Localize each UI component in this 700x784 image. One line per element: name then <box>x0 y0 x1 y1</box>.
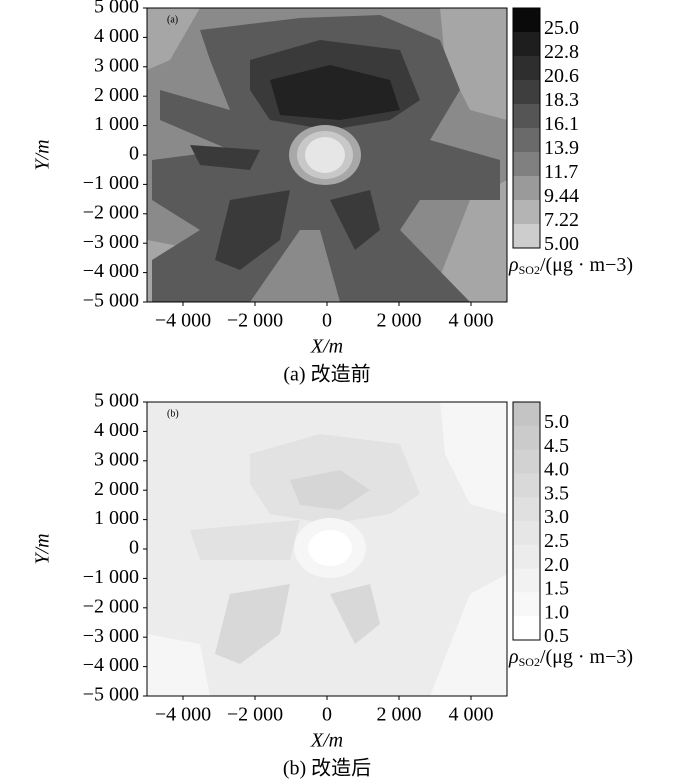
y-tick-label: −1 000 <box>83 172 139 194</box>
colorbar-band <box>513 425 540 451</box>
y-tick-label: −3 000 <box>83 625 139 647</box>
colorbar-tick-label: 1.0 <box>544 601 569 623</box>
panel-label: (a) <box>167 14 178 25</box>
colorbar-label: ρSO2/(μg · m−3) <box>508 646 633 669</box>
contour-field <box>147 402 507 696</box>
colorbar-tick-label: 1.5 <box>544 578 569 600</box>
y-tick-label: 0 <box>129 143 139 165</box>
x-tick-label: −2 000 <box>227 704 283 726</box>
colorbar-tick-label: 3.5 <box>544 482 569 504</box>
colorbar-band <box>513 32 540 57</box>
colorbar-tick-label: 7.22 <box>544 209 579 231</box>
y-tick-label: 1 000 <box>94 113 139 135</box>
x-tick-label: 4 000 <box>449 310 494 332</box>
caption: (b) 改造后 <box>283 757 371 780</box>
colorbar-band <box>513 544 540 570</box>
y-tick-label: −2 000 <box>83 201 139 223</box>
y-tick-label: 2 000 <box>94 478 139 500</box>
y-tick-label: −1 000 <box>83 566 139 588</box>
colorbar-tick-label: 2.5 <box>544 530 569 552</box>
colorbar-subscript: SO2 <box>519 263 540 277</box>
y-tick-label: 2 000 <box>94 84 139 106</box>
colorbar-frame <box>512 7 541 249</box>
y-tick-label: 3 000 <box>94 448 139 470</box>
colorbar-frame <box>512 401 541 641</box>
colorbar-tick-label: 20.6 <box>544 65 579 87</box>
y-tick-label: −4 000 <box>83 260 139 282</box>
y-axis-label: Y/m <box>32 533 54 564</box>
colorbar-unit: /(μg · m−3) <box>540 254 633 276</box>
colorbar-tick-label: 5.0 <box>544 411 569 433</box>
y-tick-label: −4 000 <box>83 654 139 676</box>
x-axis-label: X/m <box>310 336 343 358</box>
y-tick-label: 4 000 <box>94 25 139 47</box>
colorbar-band <box>513 104 540 129</box>
colorbar-band <box>513 449 540 474</box>
colorbar-band <box>513 497 540 522</box>
colorbar-band <box>513 176 540 201</box>
colorbar-band <box>513 200 540 225</box>
panel-label: (b) <box>167 408 179 419</box>
x-tick-label: 2 000 <box>377 310 422 332</box>
x-tick-label: 0 <box>322 310 332 332</box>
colorbar-band <box>513 152 540 177</box>
y-tick-label: −5 000 <box>83 684 139 706</box>
x-tick-label: 2 000 <box>377 704 422 726</box>
y-tick-label: −5 000 <box>83 290 139 312</box>
colorbar-band <box>513 128 540 153</box>
y-tick-label: 5 000 <box>94 390 139 412</box>
colorbar-symbol: ρ <box>508 254 519 276</box>
y-tick-label: −3 000 <box>83 231 139 253</box>
colorbar-symbol: ρ <box>508 646 519 668</box>
colorbar-tick-label: 22.8 <box>544 41 579 63</box>
x-tick-label: 4 000 <box>449 704 494 726</box>
colorbar-subscript: SO2 <box>519 655 540 669</box>
colorbar-band <box>513 592 540 617</box>
colorbar-tick-label: 9.44 <box>544 185 579 207</box>
colorbar-tick-label: 16.1 <box>544 113 579 135</box>
colorbar-band <box>513 402 540 427</box>
colorbar-tick-label: 18.3 <box>544 89 579 111</box>
colorbar-tick-label: 5.00 <box>544 233 579 255</box>
y-tick-label: 1 000 <box>94 507 139 529</box>
colorbar-unit: /(μg · m−3) <box>540 646 633 668</box>
y-axis-label: Y/m <box>32 139 54 170</box>
colorbar-band <box>513 224 540 249</box>
colorbar-tick-label: 3.0 <box>544 506 569 528</box>
colorbar-band <box>513 521 540 546</box>
colorbar-band <box>513 616 540 641</box>
caption: (a) 改造前 <box>283 363 370 386</box>
x-tick-label: −4 000 <box>155 310 211 332</box>
colorbar-tick-label: 2.0 <box>544 554 569 576</box>
colorbar-tick-label: 4.5 <box>544 435 569 457</box>
colorbar-tick-label: 0.5 <box>544 625 569 647</box>
colorbar-band <box>513 56 540 81</box>
y-tick-label: 5 000 <box>94 0 139 18</box>
colorbar-tick-label: 25.0 <box>544 17 579 39</box>
y-tick-label: 0 <box>129 537 139 559</box>
y-tick-label: 4 000 <box>94 419 139 441</box>
contour-field <box>147 8 507 302</box>
x-tick-label: −2 000 <box>227 310 283 332</box>
colorbar-tick-label: 13.9 <box>544 137 579 159</box>
y-tick-label: −2 000 <box>83 595 139 617</box>
x-tick-label: 0 <box>322 704 332 726</box>
colorbar-band <box>513 473 540 498</box>
y-tick-label: 3 000 <box>94 54 139 76</box>
x-tick-label: −4 000 <box>155 704 211 726</box>
colorbar-band <box>513 568 540 593</box>
x-axis-label: X/m <box>310 730 343 752</box>
colorbar-band <box>513 8 540 33</box>
colorbar-label: ρSO2/(μg · m−3) <box>508 254 633 277</box>
colorbar-tick-label: 4.0 <box>544 459 569 481</box>
colorbar-tick-label: 11.7 <box>544 161 578 183</box>
colorbar-band <box>513 80 540 105</box>
